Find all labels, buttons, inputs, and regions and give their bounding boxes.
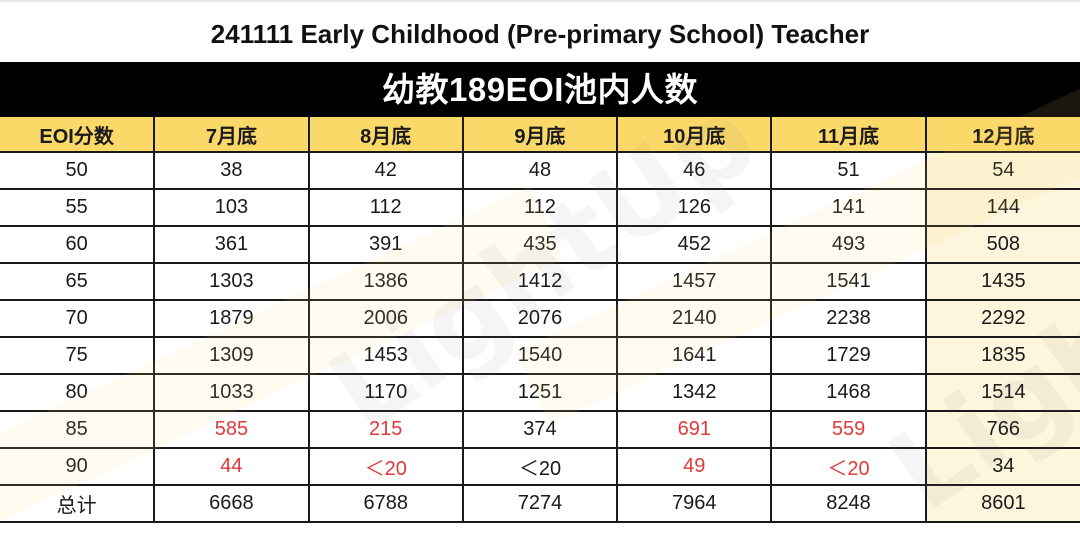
eoi-score-cell: 85 [0,410,156,449]
eoi-score-cell: 65 [0,262,156,301]
header-sep: 9月底 [461,117,619,153]
eoi-score-cell: 50 [0,151,156,190]
count-cell: 1033 [153,373,310,412]
count-cell: 1729 [770,336,927,375]
eoi-score-cell: 总计 [0,484,156,523]
count-cell: 8248 [770,484,927,523]
count-cell: 391 [307,225,464,264]
count-cell: 1170 [307,373,464,412]
count-cell: 1303 [153,262,310,301]
eoi-score-cell: 55 [0,188,156,227]
count-cell: 508 [924,225,1080,264]
header-oct: 10月底 [616,117,773,153]
count-cell: 1386 [307,262,464,301]
count-cell: 103 [153,188,310,227]
count-cell: 435 [461,225,619,264]
table-row: 60 361 391 435 452 493 508 [0,225,1080,264]
count-cell: 126 [616,188,773,227]
banner-heading: 幼教189EOI池内人数 [0,62,1080,117]
table-row: 90 44 ＜20 ＜20 49 ＜20 34 [0,447,1080,486]
count-cell: 452 [616,225,773,264]
table-row: 55 103 112 112 126 141 144 [0,188,1080,227]
count-cell: 2292 [924,299,1080,338]
count-cell: 38 [153,151,310,190]
table-header-row: EOI分数 7月底 8月底 9月底 10月底 11月底 12月底 [0,117,1080,153]
header-aug: 8月底 [307,117,464,153]
eoi-score-cell: 60 [0,225,156,264]
count-cell: ＜20 [461,447,619,486]
count-cell: 559 [770,410,927,449]
count-cell: 6668 [153,484,310,523]
count-cell: 766 [924,410,1080,449]
count-cell: 1468 [770,373,927,412]
header-nov: 11月底 [770,117,927,153]
count-cell: 49 [616,447,773,486]
header-jul: 7月底 [153,117,310,153]
count-cell: ＜20 [770,447,927,486]
count-cell: 493 [770,225,927,264]
count-cell: 1541 [770,262,927,301]
eoi-score-cell: 90 [0,447,156,486]
table-row: 65 1303 1386 1412 1457 1541 1435 [0,262,1080,301]
count-cell: 691 [616,410,773,449]
count-cell: 1453 [307,336,464,375]
count-cell: 51 [770,151,927,190]
count-cell: 1435 [924,262,1080,301]
header-dec: 12月底 [924,117,1080,153]
header-eoi-score: EOI分数 [0,117,156,153]
count-cell: 215 [307,410,464,449]
count-cell: 374 [461,410,619,449]
count-cell: 585 [153,410,310,449]
count-cell: 54 [924,151,1080,190]
count-cell: 2238 [770,299,927,338]
count-cell: 7274 [461,484,619,523]
table-row: 总计 6668 6788 7274 7964 8248 8601 [0,484,1080,523]
count-cell: 144 [924,188,1080,227]
count-cell: 1641 [616,336,773,375]
count-cell: 48 [461,151,619,190]
count-cell: 8601 [924,484,1080,523]
table-row: 75 1309 1453 1540 1641 1729 1835 [0,336,1080,375]
count-cell: 1251 [461,373,619,412]
eoi-score-cell: 70 [0,299,156,338]
count-cell: 42 [307,151,464,190]
count-cell: 1457 [616,262,773,301]
count-cell: 2140 [616,299,773,338]
table-row: 50 38 42 48 46 51 54 [0,151,1080,190]
count-cell: 1412 [461,262,619,301]
eoi-score-cell: 80 [0,373,156,412]
table-row: 80 1033 1170 1251 1342 1468 1514 [0,373,1080,412]
eoi-table: EOI分数 7月底 8月底 9月底 10月底 11月底 12月底 50 38 42 4… [0,117,1080,523]
count-cell: ＜20 [307,447,464,486]
count-cell: 34 [924,447,1080,486]
count-cell: 2006 [307,299,464,338]
count-cell: 112 [461,188,619,227]
count-cell: 1540 [461,336,619,375]
count-cell: 1309 [153,336,310,375]
count-cell: 112 [307,188,464,227]
count-cell: 6788 [307,484,464,523]
eoi-score-cell: 75 [0,336,156,375]
count-cell: 1879 [153,299,310,338]
count-cell: 2076 [461,299,619,338]
count-cell: 46 [616,151,773,190]
table-row: 85 585 215 374 691 559 766 [0,410,1080,449]
count-cell: 1835 [924,336,1080,375]
page-title: 241111 Early Childhood (Pre-primary Scho… [0,0,1080,62]
count-cell: 1342 [616,373,773,412]
count-cell: 361 [153,225,310,264]
count-cell: 1514 [924,373,1080,412]
count-cell: 7964 [616,484,773,523]
count-cell: 141 [770,188,927,227]
table-row: 70 1879 2006 2076 2140 2238 2292 [0,299,1080,338]
count-cell: 44 [153,447,310,486]
